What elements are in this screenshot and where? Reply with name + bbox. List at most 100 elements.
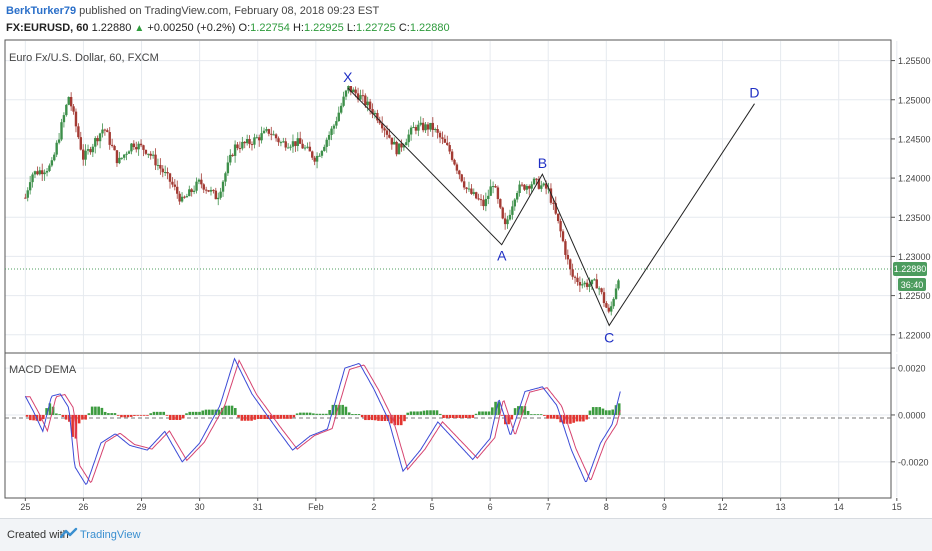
macd-histogram-bar <box>286 414 289 419</box>
candle-body <box>163 172 167 174</box>
candle-body <box>588 284 591 287</box>
close-value: 1.22880 <box>409 22 450 34</box>
price-axis: 1.25500 1.25000 1.24500 1.24000 1.23500 1.230… <box>891 56 931 340</box>
macd-histogram-bar <box>591 407 595 415</box>
pattern-point-label: C <box>604 329 614 345</box>
candle-body <box>417 124 420 131</box>
candle-body <box>113 145 116 151</box>
macd-histogram-bar <box>481 411 484 415</box>
macd-histogram-bar <box>328 410 331 415</box>
candle-body <box>554 203 557 214</box>
macd-histogram-bar <box>38 414 42 422</box>
candle-body <box>513 199 516 207</box>
candle-body <box>520 184 524 186</box>
candle-body <box>332 125 336 129</box>
macd-histogram-bar <box>32 414 35 421</box>
candle-body <box>313 157 316 162</box>
macd-histogram-bar <box>185 413 188 415</box>
candle-body <box>53 154 56 161</box>
low-label: L: <box>346 22 356 34</box>
y-tick-label: 1.22500 <box>898 291 931 301</box>
macd-histogram-bar <box>549 414 553 419</box>
macd-histogram-bar <box>312 413 315 415</box>
x-tick-label: 6 <box>488 502 493 512</box>
author-link[interactable]: BerkTurker79 <box>6 5 77 17</box>
candle-body <box>294 141 297 146</box>
macd-histogram-bar <box>133 414 136 416</box>
macd-histogram-bar <box>611 409 615 415</box>
macd-histogram-bar <box>61 414 65 417</box>
candle-body <box>84 150 87 160</box>
macd-histogram-bar <box>536 414 540 415</box>
tradingview-brand-link[interactable]: TradingView <box>80 529 141 541</box>
macd-histogram-bar <box>325 413 328 415</box>
candle-body <box>605 303 608 308</box>
candle-body <box>537 179 541 189</box>
macd-histogram-bar <box>51 406 55 415</box>
macd-histogram-bar <box>71 414 74 437</box>
macd-histogram-bar <box>155 411 159 415</box>
candle-body <box>460 174 463 182</box>
chart-title: Euro Fx/U.S. Dollar, 60, FXCM <box>9 52 159 64</box>
tradingview-logo-icon[interactable] <box>60 526 78 542</box>
macd-histogram-bar <box>302 412 305 415</box>
candle-body <box>260 133 263 141</box>
macd-histogram-bar <box>530 414 533 415</box>
macd-histogram-bar <box>425 410 429 415</box>
candle-body <box>200 179 203 185</box>
candle-body <box>421 122 425 131</box>
candle-body <box>342 96 345 106</box>
candle-body <box>612 298 615 307</box>
candle-body <box>400 143 403 148</box>
macd-histogram-bar <box>48 403 52 415</box>
candle-body <box>209 189 213 192</box>
macd-histogram-bar <box>617 403 621 415</box>
candle-body <box>409 127 413 135</box>
harmonic-pattern: X A B C D <box>343 69 759 345</box>
macd-pane-grid <box>5 354 898 497</box>
candle-body <box>298 138 302 144</box>
candle-body <box>465 187 468 190</box>
candle-body <box>72 106 75 112</box>
macd-histogram-bar <box>491 407 494 415</box>
x-tick-label: 5 <box>430 502 435 512</box>
macd-histogram-bar <box>484 411 488 415</box>
candle-body <box>65 104 68 116</box>
price-chart[interactable]: X A B C D 1.25500 1.25000 1.24500 1.24000 1.2350… <box>0 0 932 518</box>
candle-body <box>561 231 565 242</box>
macd-histogram-bar <box>175 414 179 420</box>
candle-body <box>525 186 529 190</box>
candle-body <box>231 154 234 156</box>
candle-body <box>530 184 533 189</box>
candle-body <box>590 279 594 285</box>
pattern-point-label: D <box>749 85 759 101</box>
macd-histogram-bar <box>81 414 84 420</box>
price-badge-text: 1.22880 <box>894 264 927 274</box>
candle-body <box>482 199 485 207</box>
macd-histogram-bar <box>380 414 384 421</box>
candle-body <box>204 189 208 191</box>
candle-body <box>101 129 104 134</box>
macd-histogram-bar <box>220 407 224 415</box>
macd-histogram-bar <box>279 414 283 419</box>
candle-body <box>274 134 278 139</box>
candle-body <box>156 164 160 166</box>
candle-body <box>238 148 242 150</box>
candle-body <box>552 202 555 204</box>
macd-histogram-bar <box>29 414 32 421</box>
candle-body <box>221 181 225 192</box>
macd-histogram-bar <box>87 413 91 415</box>
macd-histogram-bar <box>25 414 29 417</box>
candle-body <box>197 179 201 182</box>
candlesticks <box>24 85 620 316</box>
macd-axis: 0.0020 0.0000 -0.0020 <box>891 364 929 467</box>
candle-body <box>315 155 319 162</box>
candle-body <box>50 160 54 166</box>
candle-body <box>402 145 406 148</box>
candle-body <box>166 172 169 174</box>
x-tick-label: Feb <box>308 502 324 512</box>
candle-body <box>467 188 471 190</box>
macd-histogram-bar <box>308 412 312 415</box>
macd-histogram-bar <box>149 413 153 415</box>
candle-body <box>318 155 321 157</box>
